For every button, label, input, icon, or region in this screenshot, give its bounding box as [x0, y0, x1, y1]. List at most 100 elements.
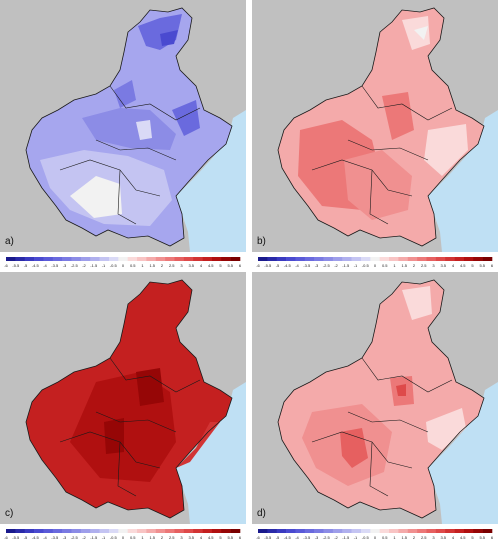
colorbar-swatch	[155, 529, 166, 533]
colorbar-tick-label: 3	[432, 263, 435, 268]
colorbar-swatch	[342, 257, 352, 261]
colorbar-swatch	[108, 257, 119, 261]
colorbar-tick-label: -4	[43, 263, 47, 268]
colorbar-tick-label: 1.5	[401, 535, 408, 540]
colorbar-swatch	[146, 257, 157, 261]
colorbar-tick-label: 4.5	[207, 535, 214, 540]
colorbar-swatch	[99, 529, 110, 533]
colorbar-tick-label: -5	[275, 263, 280, 268]
colorbar-tick-label: -0.5	[361, 535, 369, 540]
colorbar-swatch	[15, 257, 26, 261]
colorbar-swatch	[52, 257, 63, 261]
colorbar-swatch	[43, 257, 54, 261]
colorbar-tick-label: -5	[275, 535, 280, 540]
colorbar-tick-label: 6	[238, 263, 242, 268]
colorbar-swatch	[34, 529, 44, 533]
colorbar-swatch	[370, 257, 380, 261]
colorbar-swatch	[351, 529, 362, 533]
colorbar-tick-label: -4.5	[283, 263, 291, 268]
colorbar-swatch	[230, 529, 241, 533]
colorbar-tick-label: 1	[141, 535, 144, 540]
colorbar-swatch	[80, 529, 91, 533]
colorbar-swatch	[183, 257, 194, 261]
colorbar-tick-label: 3	[432, 535, 435, 540]
colorbar-swatch	[71, 529, 82, 533]
colorbar	[252, 529, 498, 540]
colorbar-tick-label: 5	[219, 263, 222, 268]
colorbar-tick-label: -1.5	[90, 535, 98, 540]
colorbar-swatch	[62, 257, 72, 261]
colorbar-swatch	[370, 529, 380, 533]
colorbar-ticks: -6 -5.5 -5 -4.5 -4 -3.5 -3 -2.5 -2 -1.5 -1 -0.5 0 0.5…	[4, 263, 246, 269]
colorbar	[252, 257, 498, 268]
colorbar-swatch	[258, 529, 268, 533]
colorbar-swatch	[286, 257, 296, 261]
map-a	[0, 0, 246, 252]
colorbar-swatch	[276, 257, 287, 261]
colorbar-tick-label: 0	[373, 535, 377, 540]
colorbar-swatch	[118, 257, 128, 261]
colorbar-swatch	[482, 257, 493, 261]
colorbar-swatch	[276, 529, 287, 533]
colorbar-tick-label: 4	[199, 535, 203, 540]
colorbar-tick-label: -3	[314, 263, 319, 268]
colorbar-tick-label: 4.5	[207, 263, 214, 268]
colorbar-tick-label: -6	[4, 263, 8, 268]
colorbar-swatch	[127, 529, 138, 533]
colorbar-tick-label: 6	[490, 535, 494, 540]
colorbar-tick-label: 2	[160, 535, 164, 540]
colorbar-tick-label: 1	[141, 263, 144, 268]
colorbar-swatch	[314, 257, 324, 261]
colorbar-swatch	[454, 529, 465, 533]
colorbar-tick-label: 5.5	[479, 263, 486, 268]
colorbar-tick-label: 3.5	[188, 263, 195, 268]
colorbar-swatch	[286, 529, 296, 533]
panel-label: d)	[257, 508, 266, 519]
colorbar-swatch	[127, 257, 138, 261]
colorbar-swatch	[454, 257, 465, 261]
colorbar-ticks: -6 -5.5 -5 -4.5 -4 -3.5 -3 -2.5 -2 -1.5 -1 -0.5 0 0.5…	[256, 263, 498, 269]
colorbar-tick-label: 2.5	[168, 535, 175, 540]
colorbar-tick-label: 0	[121, 535, 125, 540]
colorbar-tick-label: 5.5	[227, 535, 234, 540]
colorbar-tick-label: 2.5	[168, 263, 175, 268]
colorbar-tick-label: -6	[256, 535, 260, 540]
colorbar-swatch	[360, 529, 371, 533]
colorbar-swatch	[445, 257, 455, 261]
colorbar	[0, 529, 246, 540]
colorbar-tick-label: 5	[471, 263, 474, 268]
colorbar-swatch	[407, 257, 418, 261]
colorbar-swatch	[482, 529, 493, 533]
colorbar-swatch	[71, 257, 82, 261]
colorbar-swatch	[473, 257, 483, 261]
colorbar-tick-label: -5.5	[12, 535, 20, 540]
colorbar-swatch	[398, 529, 409, 533]
colorbar-tick-label: -2	[82, 263, 86, 268]
colorbar-swatch	[90, 529, 100, 533]
colorbar-tick-label: -3	[62, 263, 67, 268]
colorbar-swatch	[435, 257, 446, 261]
colorbar-tick-label: -4	[43, 535, 47, 540]
colorbar-swatch	[295, 529, 306, 533]
colorbar-swatch	[24, 257, 35, 261]
colorbar-swatch	[267, 257, 278, 261]
colorbar-tick-label: -1	[101, 535, 106, 540]
colorbar-swatch	[379, 257, 390, 261]
colorbar-swatch	[332, 257, 343, 261]
colorbar-tick-label: 1.5	[149, 535, 156, 540]
colorbar-swatch	[473, 529, 483, 533]
colorbar-tick-label: 6	[238, 535, 242, 540]
map-panel-b: b) -6 -5.5 -5 -4.5 -4 -3.5 -3 -2.5 -2 -1.5 -1 -0.5 0…	[252, 0, 498, 268]
colorbar-swatch	[6, 529, 16, 533]
colorbar-tick-label: -4.5	[283, 535, 291, 540]
colorbar-tick-label: -5.5	[264, 263, 272, 268]
colorbar-swatch	[211, 529, 222, 533]
colorbar-swatch	[351, 257, 362, 261]
colorbar-swatch	[463, 529, 474, 533]
colorbar-swatch	[146, 529, 157, 533]
colorbar-tick-label: -3	[62, 535, 67, 540]
colorbar-swatch	[304, 257, 315, 261]
colorbar-tick-label: -1.5	[90, 263, 98, 268]
colorbar-tick-label: -2	[334, 263, 338, 268]
colorbar-tick-label: 2	[412, 535, 416, 540]
